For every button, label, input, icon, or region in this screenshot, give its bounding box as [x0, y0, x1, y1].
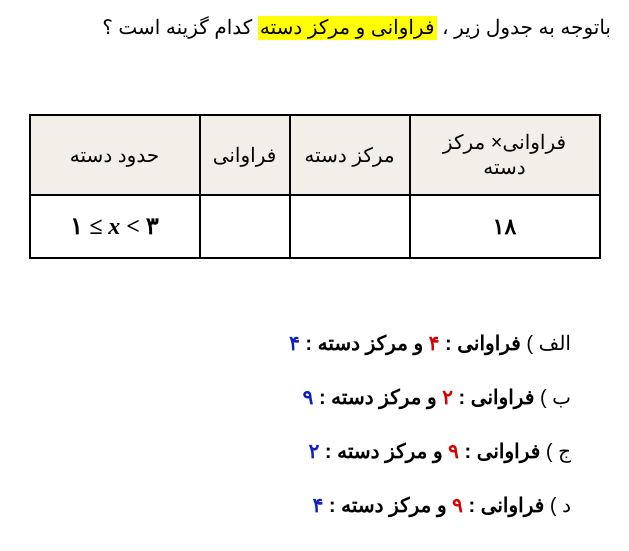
data-table: حدود دسته فراوانی مرکز دسته فراوانی× مرک… — [29, 114, 601, 259]
option-b: ب ) فراوانی : ۲ و مرکز دسته : ۹ — [18, 383, 571, 413]
option-b-center-val: ۹ — [303, 387, 314, 409]
question-text: باتوجه به جدول زیر ، فراوانی و مرکز دسته… — [18, 12, 611, 44]
option-a-center-label: مرکز دسته : — [300, 333, 408, 355]
header-class-center: مرکز دسته — [290, 115, 410, 195]
option-b-center-label: مرکز دسته : — [313, 387, 421, 409]
option-d-center-val: ۴ — [313, 495, 324, 517]
option-d-freq-val: ۹ — [452, 495, 463, 517]
option-b-freq-val: ۲ — [442, 387, 453, 409]
option-c-freq-label: فراوانی : — [459, 441, 540, 463]
option-a-center-val: ۴ — [289, 333, 300, 355]
range-math: ۱ ≤ x < ۳ — [70, 214, 159, 240]
question-suffix: کدام گزینه است ؟ — [102, 17, 258, 39]
option-c-freq-val: ۹ — [448, 441, 459, 463]
table-row: ۱ ≤ x < ۳ ۱۸ — [30, 195, 600, 258]
option-c-and: و — [427, 441, 442, 463]
question-prefix: باتوجه به جدول زیر ، — [437, 17, 611, 39]
header-class-limits: حدود دسته — [30, 115, 200, 195]
cell-product: ۱۸ — [410, 195, 600, 258]
header-frequency: فراوانی — [200, 115, 290, 195]
table-header-row: حدود دسته فراوانی مرکز دسته فراوانی× مرک… — [30, 115, 600, 195]
option-b-prefix: ب ) — [534, 387, 571, 409]
option-b-freq-label: فراوانی : — [453, 387, 534, 409]
option-c-center-label: مرکز دسته : — [319, 441, 427, 463]
cell-range: ۱ ≤ x < ۳ — [30, 195, 200, 258]
option-c: ج ) فراوانی : ۹ و مرکز دسته : ۲ — [18, 437, 571, 467]
option-a: الف ) فراوانی : ۴ و مرکز دسته : ۴ — [18, 329, 571, 359]
option-d-center-label: مرکز دسته : — [323, 495, 431, 517]
options-block: الف ) فراوانی : ۴ و مرکز دسته : ۴ ب ) فر… — [18, 329, 611, 521]
option-a-and: و — [408, 333, 423, 355]
option-a-prefix: الف ) — [521, 333, 571, 355]
option-c-prefix: ج ) — [540, 441, 571, 463]
header-product: فراوانی× مرکز دسته — [410, 115, 600, 195]
option-d-and: و — [431, 495, 446, 517]
option-d: د ) فراوانی : ۹ و مرکز دسته : ۴ — [18, 491, 571, 521]
option-a-freq-label: فراوانی : — [439, 333, 520, 355]
question-highlight: فراوانی و مرکز دسته — [258, 16, 437, 40]
option-d-freq-label: فراوانی : — [463, 495, 544, 517]
cell-frequency — [200, 195, 290, 258]
option-c-center-val: ۲ — [309, 441, 320, 463]
option-b-and: و — [421, 387, 436, 409]
option-d-prefix: د ) — [544, 495, 571, 517]
cell-class-center — [290, 195, 410, 258]
option-a-freq-val: ۴ — [429, 333, 440, 355]
